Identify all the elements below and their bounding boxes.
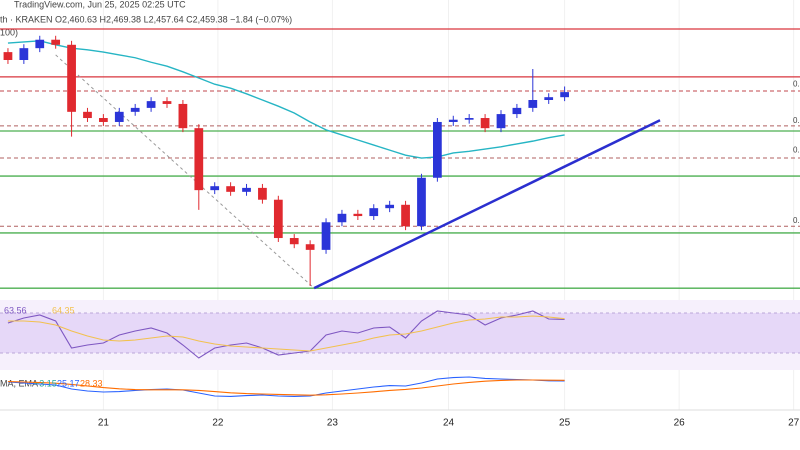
x-tick-label: 21 — [98, 418, 110, 429]
candle-body — [289, 238, 299, 245]
candle-body — [433, 121, 442, 178]
candle-body — [385, 204, 395, 209]
ohlc: O2,460.63 H2,469.38 L2,457.64 C2,459.38 … — [55, 14, 292, 24]
candle-body — [35, 39, 45, 49]
candle-body — [67, 44, 76, 112]
candle-body — [210, 186, 220, 191]
candle-body — [19, 48, 29, 60]
candle-body — [464, 118, 474, 120]
candle-body — [226, 186, 235, 192]
candle-body — [544, 97, 554, 100]
candle-body — [337, 213, 347, 223]
x-tick-label: 22 — [212, 418, 224, 429]
x-tick-label: 24 — [443, 418, 455, 429]
macd-readout: 25.17 — [57, 378, 80, 388]
grid — [102, 0, 795, 410]
x-tick-label: 25 — [559, 418, 571, 429]
rsi-band — [0, 313, 800, 353]
candle-body — [130, 107, 140, 112]
ma-label: 100) — [0, 27, 18, 37]
candle-body — [480, 118, 490, 129]
candle-body — [353, 213, 363, 217]
candle-body — [146, 101, 156, 108]
rsi-readout: 64.35 — [52, 305, 75, 315]
candle-body — [178, 103, 188, 129]
fib-label: 0.2 — [793, 216, 800, 225]
macd-readout: 28.33 — [80, 378, 103, 388]
candle-body — [99, 118, 108, 122]
candle-body — [51, 39, 61, 45]
rsi-line — [7, 310, 565, 359]
candle-body — [496, 114, 506, 129]
x-tick-label: 26 — [674, 418, 686, 429]
macd-readout: −3.15 — [34, 378, 57, 388]
candle-body — [273, 199, 283, 239]
candle-body — [512, 107, 522, 115]
trend-line — [55, 54, 315, 289]
source: TradingView.com, Jun 25, 2025 02:25 UTC — [14, 0, 186, 9]
symbol: th · KRAKEN — [0, 14, 53, 24]
candle-body — [242, 187, 251, 192]
candle-body — [401, 204, 410, 227]
x-tick-label: 27 — [788, 418, 800, 429]
candle-body — [305, 244, 315, 250]
candle-body — [162, 101, 172, 104]
candle-body — [258, 187, 267, 200]
x-tick-label: 23 — [327, 418, 339, 429]
candle-body — [560, 92, 569, 98]
macd-title: MA, EMA — [0, 378, 38, 388]
fib-label: 0.5 — [793, 116, 800, 125]
ma-line — [7, 40, 565, 159]
rsi-readout: 63.56 — [4, 305, 27, 315]
candle-body — [114, 111, 124, 122]
candle-body — [83, 111, 92, 119]
candle-body — [369, 208, 379, 217]
trend-line — [313, 119, 661, 290]
fib-label: 0.2 — [793, 79, 800, 88]
rsi-line — [7, 315, 565, 352]
candle-body — [3, 52, 13, 60]
candle-body — [448, 119, 458, 122]
candle-body — [528, 100, 538, 108]
macd-line — [7, 379, 565, 396]
fib-label: 0. — [793, 145, 800, 154]
candle-body — [417, 177, 426, 227]
candle-body — [321, 222, 331, 250]
candle-body — [194, 128, 204, 191]
macd-line — [7, 376, 565, 397]
